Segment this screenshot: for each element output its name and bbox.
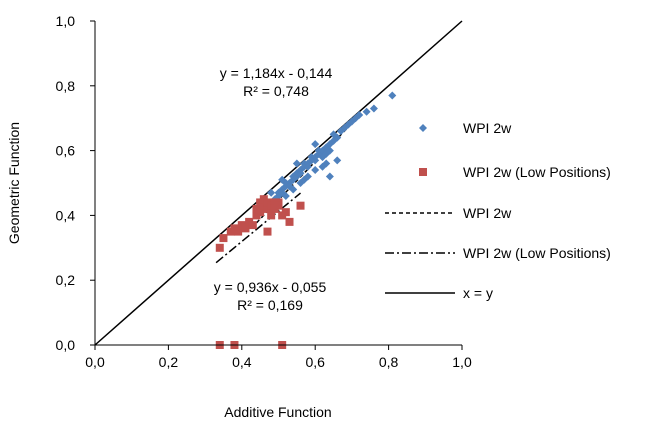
trendline-equation-1: y = 1,184x - 0,144 xyxy=(220,65,333,81)
data-point-wpi-2w xyxy=(281,191,290,200)
legend-label-4: x = y xyxy=(463,285,493,301)
trendline-3 xyxy=(215,192,301,264)
y-tick-label: 0,0 xyxy=(56,337,76,353)
data-point-wpi-2w xyxy=(355,110,364,119)
data-point-wpi-2w xyxy=(292,159,301,168)
y-tick-label: 0,2 xyxy=(56,272,76,288)
y-tick-label: 0,6 xyxy=(56,143,76,159)
data-point-wpi-2w-low xyxy=(248,221,257,230)
legend-marker-0 xyxy=(419,124,427,132)
trendline-r2-2: R² = 0,169 xyxy=(237,297,303,313)
data-point-wpi-2w-low xyxy=(274,201,283,210)
trendline-r2-1: R² = 0,748 xyxy=(243,83,309,99)
data-point-wpi-2w xyxy=(369,104,378,113)
data-point-wpi-2w-low xyxy=(234,227,243,236)
data-point-wpi-2w-low xyxy=(267,211,276,220)
legend-marker-1 xyxy=(419,168,427,176)
plot-points xyxy=(215,91,397,349)
legend-label-3: WPI 2w (Low Positions) xyxy=(463,245,611,261)
data-point-wpi-2w xyxy=(311,140,320,149)
data-point-wpi-2w-low xyxy=(263,227,272,236)
x-tick-label: 0,2 xyxy=(159,354,179,370)
data-point-wpi-2w-low xyxy=(281,208,290,217)
legend: WPI 2w WPI 2w (Low Positions) WPI 2w WPI 2w… xyxy=(385,120,611,301)
data-point-wpi-2w xyxy=(311,156,320,165)
y-tick-label: 0,8 xyxy=(56,78,76,94)
trendline-equation-2: y = 0,936x - 0,055 xyxy=(214,279,327,295)
data-point-wpi-2w-low xyxy=(285,217,294,226)
legend-label-1: WPI 2w (Low Positions) xyxy=(463,164,611,180)
data-point-wpi-2w-low xyxy=(256,208,265,217)
data-point-wpi-2w xyxy=(362,107,371,116)
data-point-wpi-2w xyxy=(333,156,342,165)
data-point-wpi-2w xyxy=(322,159,331,168)
tick-labels: 0,0 0,2 0,4 0,6 0,8 1,0 0,0 0,2 0,4 0,6 0,8 1,0 xyxy=(56,13,472,370)
data-point-wpi-2w xyxy=(267,188,276,197)
y-tick-label: 0,4 xyxy=(56,207,76,223)
legend-label-2: WPI 2w xyxy=(463,205,512,221)
x-tick-label: 1,0 xyxy=(452,354,472,370)
data-point-wpi-2w-low xyxy=(215,243,224,252)
data-point-wpi-2w xyxy=(300,175,309,184)
x-tick-label: 0,8 xyxy=(379,354,399,370)
y-tick-label: 1,0 xyxy=(56,13,76,29)
data-point-wpi-2w xyxy=(388,91,397,100)
x-tick-label: 0,4 xyxy=(232,354,252,370)
axes xyxy=(90,20,463,350)
data-point-wpi-2w xyxy=(278,175,287,184)
data-point-wpi-2w xyxy=(303,162,312,171)
data-point-wpi-2w-low xyxy=(219,234,228,243)
trendline-4 xyxy=(94,20,463,346)
x-axis-title: Additive Function xyxy=(224,404,331,420)
data-point-wpi-2w xyxy=(289,185,298,194)
x-tick-label: 0,0 xyxy=(85,354,105,370)
data-point-wpi-2w-low xyxy=(241,224,250,233)
y-axis-title: Geometric Function xyxy=(6,122,22,244)
data-point-wpi-2w xyxy=(311,166,320,175)
data-point-wpi-2w xyxy=(325,172,334,181)
legend-label-0: WPI 2w xyxy=(463,120,512,136)
data-point-wpi-2w xyxy=(329,130,338,139)
data-point-wpi-2w-low xyxy=(296,201,305,210)
x-tick-label: 0,6 xyxy=(305,354,325,370)
data-point-wpi-2w xyxy=(296,169,305,178)
data-point-wpi-2w xyxy=(325,146,334,155)
